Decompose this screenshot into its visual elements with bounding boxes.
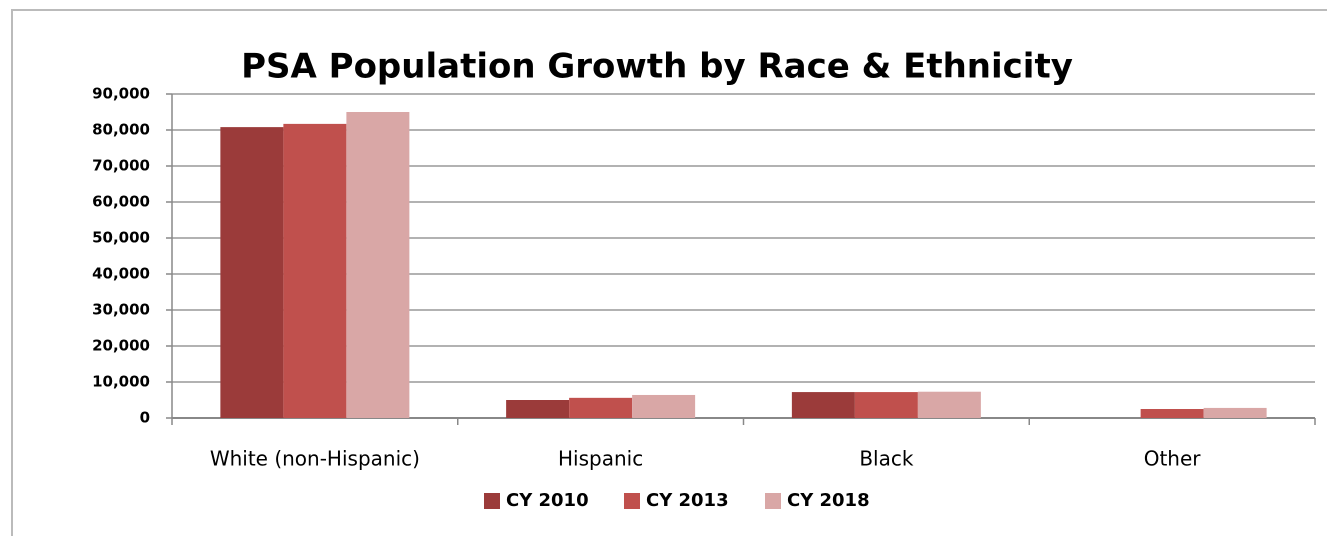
y-tick-label: 60,000 — [92, 193, 150, 211]
bar — [1140, 409, 1204, 418]
bar — [346, 112, 410, 418]
bar — [917, 391, 981, 418]
bar — [791, 392, 855, 418]
x-tick-label: Hispanic — [558, 447, 643, 471]
bar — [283, 123, 347, 418]
y-tick-label: 50,000 — [92, 229, 150, 247]
y-tick-label: 20,000 — [92, 337, 150, 355]
bar — [569, 397, 633, 418]
bar — [220, 127, 284, 419]
legend-swatch — [624, 493, 640, 509]
bar — [1203, 407, 1267, 418]
legend-label: CY 2010 — [506, 490, 589, 511]
legend-label: CY 2018 — [787, 490, 870, 511]
x-tick-label: Black — [859, 447, 914, 471]
y-tick-label: 10,000 — [92, 373, 150, 391]
chart-title: PSA Population Growth by Race & Ethnicit… — [241, 47, 1073, 87]
y-tick-label: 80,000 — [92, 121, 150, 139]
legend-swatch — [765, 493, 781, 509]
legend-swatch — [484, 493, 500, 509]
y-tick-label: 40,000 — [92, 265, 150, 283]
y-tick-label: 0 — [140, 409, 150, 427]
x-tick-label: Other — [1144, 447, 1202, 471]
y-tick-label: 30,000 — [92, 301, 150, 319]
x-tick-label: White (non-Hispanic) — [210, 447, 420, 471]
legend-label: CY 2013 — [646, 490, 729, 511]
bar — [854, 392, 918, 418]
y-tick-label: 70,000 — [92, 157, 150, 175]
y-tick-label: 90,000 — [92, 85, 150, 103]
bar — [632, 394, 696, 418]
bar — [506, 400, 570, 418]
